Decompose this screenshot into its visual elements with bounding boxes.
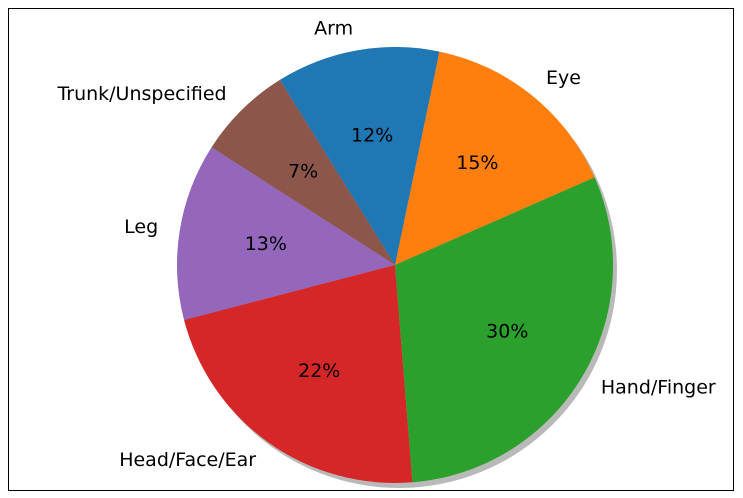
pie-slice (177, 147, 395, 320)
slice-label: Trunk/Unspecified (56, 83, 226, 105)
slice-label: Head/Face/Ear (119, 449, 256, 471)
pie-slice (211, 79, 395, 265)
pie-slice (395, 177, 613, 483)
slice-label: Arm (314, 17, 353, 39)
slice-label: Eye (546, 67, 581, 89)
pie-slice (395, 51, 595, 265)
value-label: 22% (298, 360, 340, 382)
value-label: 7% (288, 160, 318, 182)
pie-slice (279, 47, 440, 265)
slices (177, 47, 613, 483)
value-label: 13% (245, 233, 287, 255)
slice-label: Hand/Finger (601, 376, 716, 398)
slice-label: Leg (124, 216, 158, 238)
value-label: 30% (486, 321, 528, 343)
value-label: 12% (351, 125, 393, 147)
pie-slice (184, 265, 413, 483)
value-label: 15% (456, 152, 498, 174)
